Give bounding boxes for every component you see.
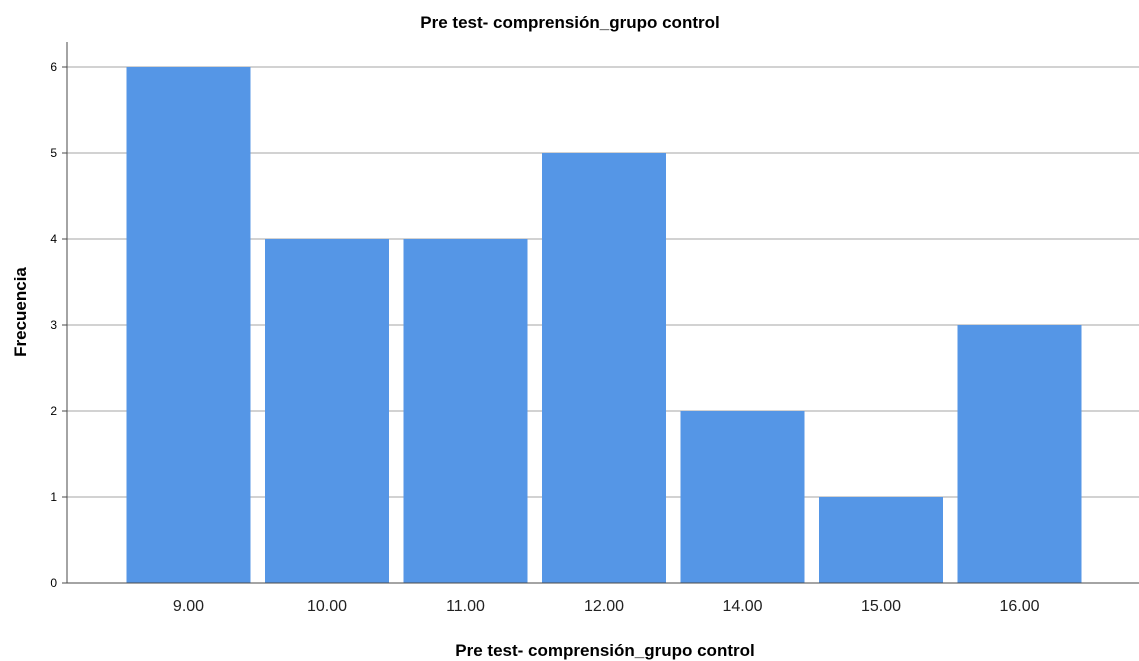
x-tick-labels: 9.00 10.00 11.00 12.00 14.00 15.00 16.00 <box>173 598 1040 615</box>
bar-14.00 <box>680 411 805 583</box>
x-tick-label: 14.00 <box>722 598 762 615</box>
y-tick-label: 5 <box>50 146 57 160</box>
bar-16.00 <box>957 325 1082 583</box>
bar-10.00 <box>265 239 389 583</box>
y-axis-label: Frecuencia <box>11 267 30 357</box>
bar-9.00 <box>126 67 251 583</box>
x-tick-label: 12.00 <box>584 598 624 615</box>
x-tick-label: 11.00 <box>446 598 485 615</box>
x-tick-label: 10.00 <box>307 598 347 615</box>
bar-11.00 <box>403 239 528 583</box>
y-tick-labels: 0 1 2 3 4 5 6 <box>50 60 57 590</box>
bars <box>126 67 1082 583</box>
axes <box>62 42 1139 584</box>
bar-12.00 <box>542 153 666 583</box>
x-tick-label: 9.00 <box>173 598 204 615</box>
x-tick-label: 16.00 <box>999 598 1039 615</box>
y-tick-label: 3 <box>50 318 57 332</box>
y-tick-label: 1 <box>50 490 57 504</box>
y-tick-label: 6 <box>50 60 57 74</box>
y-tick-label: 0 <box>50 576 57 590</box>
chart-title: Pre test- comprensión_grupo control <box>420 13 719 32</box>
y-tick-label: 2 <box>50 404 57 418</box>
bar-15.00 <box>819 497 943 583</box>
x-axis-label: Pre test- comprensión_grupo control <box>455 641 754 660</box>
x-tick-label: 15.00 <box>861 598 901 615</box>
y-tick-label: 4 <box>50 232 57 246</box>
